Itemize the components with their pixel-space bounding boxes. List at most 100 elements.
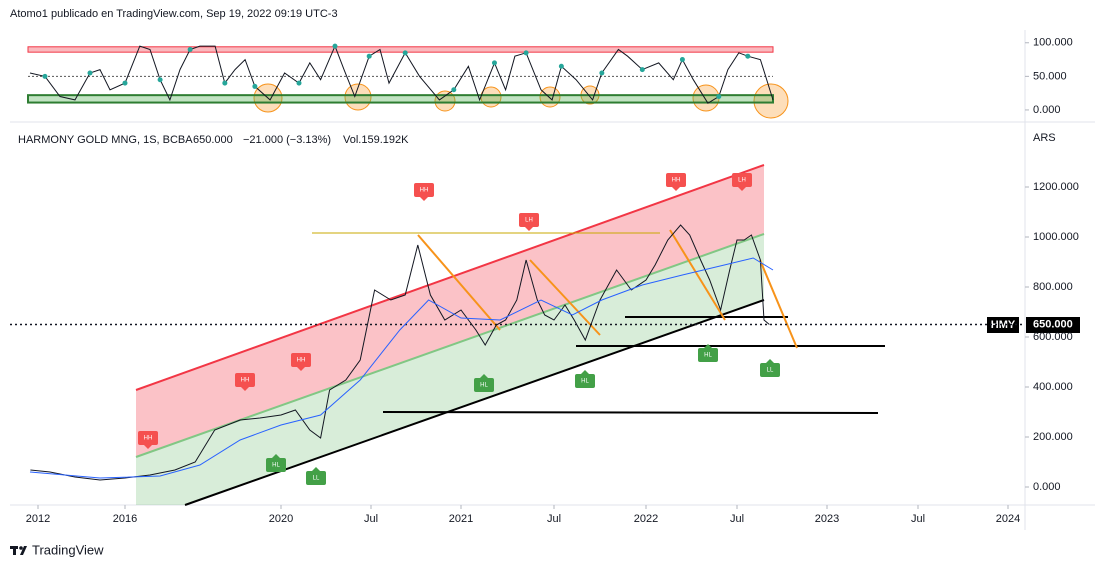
annotation: LL [313,476,320,482]
x-tick-label: 2021 [449,513,473,525]
swing-lines [417,229,798,349]
channel-lower [136,234,764,505]
x-tick-label: Jul [730,513,744,525]
annotation: HH [672,178,681,184]
osc-dot [558,63,564,69]
x-tick-label: 2020 [269,513,293,525]
y-tick-label: 0.000 [1033,104,1061,116]
osc-dot [451,87,457,93]
osc-dot [745,53,751,59]
level-line [382,411,879,414]
change-text: −21.000 (−3.13%) [243,134,331,146]
annotation-pointer [766,359,774,363]
y-tick-label: 800.000 [1033,281,1073,293]
annotation-box [698,348,718,362]
footer: TradingView [32,542,104,557]
osc-dot [599,70,605,76]
last-badge [1026,317,1080,333]
annotation-box [474,378,494,392]
annotation-box [306,471,326,485]
annotation: LL [767,368,774,374]
osc-dot [491,60,497,66]
annotation-box [414,183,434,197]
y-tick-label: 400.000 [1033,381,1073,393]
annotation-pointer [241,387,249,391]
osc-dot [639,67,645,73]
trendline [135,164,765,391]
y-tick-label: 1200.000 [1033,181,1079,193]
osc-dot [332,43,338,49]
osc-dot [296,80,302,86]
x-tick-label: 2023 [815,513,839,525]
annotation: HL [480,383,488,389]
y-tick-label: 100.000 [1033,37,1073,49]
symbol: HMY [991,319,1016,331]
symbol-title: HARMONY GOLD MNG, 1S, BCBA [18,134,193,146]
annotation: HL [704,353,712,359]
annotation-pointer [672,187,680,191]
currency: ARS [1033,132,1056,144]
annotation: LH [738,178,746,184]
x-tick-label: Jul [911,513,925,525]
annotation: HH [144,436,153,442]
osc-dot [122,80,128,86]
annotation-pointer [272,454,280,458]
annotation-box [235,373,255,387]
y-tick-label: 600.000 [1033,331,1073,343]
annotation-pointer [297,367,305,371]
annotation-box [266,458,286,472]
lower-band [27,94,774,104]
last-price-label: 650.000 [1033,318,1073,330]
y-tick-label: 0.000 [1033,481,1061,493]
annotation-pointer [581,370,589,374]
annotation: HH [420,188,429,194]
symbol-badge [987,317,1019,333]
osc-dot [252,83,258,89]
osc-dot [87,70,93,76]
annotation-box [575,374,595,388]
x-tick-label: 2024 [996,513,1020,525]
osc-dot [716,94,722,100]
annotation-box [760,363,780,377]
annotation-pointer [420,197,428,201]
annotation-box [291,353,311,367]
x-tick-label: 2022 [634,513,658,525]
x-tick-label: Jul [547,513,561,525]
last-text: 650.000 [193,134,233,146]
y-tick-label: 200.000 [1033,431,1073,443]
series-line [29,257,774,479]
annotation-pointer [312,467,320,471]
osc-dot [366,53,372,59]
osc-dot [222,80,228,86]
annotation-box [138,431,158,445]
annotation-pointer [738,187,746,191]
annotation-box [732,173,752,187]
annotation: HL [272,463,280,469]
annotation: HL [581,379,589,385]
logo [10,546,27,555]
volume-text: Vol.159.192K [343,134,409,146]
annotation-pointer [704,344,712,348]
annotation: HH [241,378,250,384]
y-tick-label: 50.000 [1033,70,1067,82]
y-tick-label: 1000.000 [1033,231,1079,243]
osc-dot [42,73,48,79]
osc-dot [523,50,529,56]
annotation: HH [297,358,306,364]
annotation-pointer [144,445,152,449]
osc-dot [187,46,193,52]
annotation-pointer [480,374,488,378]
upper-band [27,46,774,53]
header: Atomo1 publicado en TradingView.com, Sep… [10,8,338,20]
osc-dot [679,57,685,63]
channel-upper [136,165,764,457]
annotation-pointer [525,227,533,231]
annotation: LH [525,218,533,224]
x-tick-label: Jul [364,513,378,525]
osc-dot [157,77,163,83]
x-tick-label: 2012 [26,513,50,525]
osc-dot [402,50,408,56]
series-line [30,224,770,481]
annotation-box [666,173,686,187]
